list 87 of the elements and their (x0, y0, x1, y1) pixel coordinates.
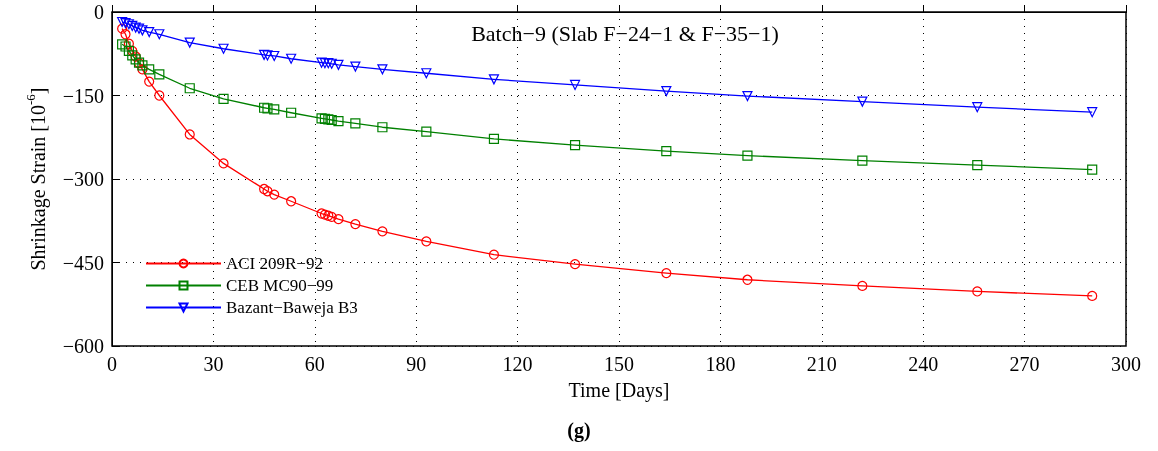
point (154, 29, 165, 40)
point (661, 85, 672, 97)
point (569, 139, 581, 151)
point (661, 146, 672, 157)
point (184, 129, 195, 140)
point (184, 37, 195, 48)
point (286, 107, 297, 118)
point (488, 133, 500, 145)
point (117, 23, 128, 34)
point (269, 104, 280, 115)
point (154, 69, 165, 80)
x-tick-label: 150 (604, 353, 634, 375)
point (1087, 290, 1098, 301)
point (120, 29, 131, 40)
point (319, 113, 331, 124)
point (1087, 107, 1098, 118)
point (333, 213, 344, 225)
y-tick-label: 0 (94, 1, 104, 23)
point (857, 280, 868, 291)
x-tick-label: 210 (806, 353, 837, 375)
point (972, 102, 983, 113)
point (377, 122, 388, 133)
point (316, 113, 327, 124)
point (218, 43, 229, 54)
point (184, 83, 195, 94)
point (333, 116, 344, 127)
x-axis-title: Time [Days] (568, 379, 670, 402)
point (319, 209, 331, 220)
point (269, 50, 280, 62)
point (421, 126, 432, 137)
text: (g) (567, 419, 591, 442)
point (488, 249, 500, 260)
x-tick-label: 270 (1009, 353, 1040, 375)
point (133, 23, 145, 34)
point (269, 189, 280, 200)
point (1087, 164, 1098, 175)
point (144, 76, 155, 87)
chart-title: Batch−9 (Slab F−24−1 & F−35−1) (471, 20, 779, 46)
x-tick-label: 300 (1111, 353, 1141, 375)
point (972, 159, 983, 171)
point (127, 45, 138, 57)
point (286, 53, 297, 64)
legend-label: CEB MC90−99 (226, 276, 334, 295)
point (123, 45, 134, 57)
x-tick-label: 120 (502, 353, 533, 375)
point (333, 59, 344, 70)
y-axis-title: Shrinkage Strain [10-6] (23, 87, 50, 271)
y-tick-label: −450 (62, 251, 104, 274)
point (137, 64, 148, 75)
point (488, 74, 500, 85)
point (319, 58, 331, 69)
y-tick-label: −150 (62, 84, 104, 107)
point (661, 267, 672, 279)
x-tick-label: 30 (203, 353, 224, 375)
point (742, 150, 753, 161)
point (154, 90, 165, 101)
point (137, 60, 148, 71)
point (421, 236, 432, 247)
x-tick-label: 180 (705, 353, 736, 375)
y-tick-label: −300 (62, 168, 104, 190)
point (350, 118, 361, 129)
point (286, 196, 297, 207)
point (569, 259, 581, 270)
point (350, 218, 361, 230)
point (972, 286, 983, 297)
legend-label: Bazant−Baweja B3 (226, 298, 358, 317)
point (218, 93, 229, 104)
point (350, 61, 361, 72)
x-tick-label: 240 (908, 353, 939, 375)
point (421, 68, 432, 79)
point (218, 158, 229, 169)
point (316, 208, 327, 219)
point (742, 274, 753, 285)
x-tick-label: 90 (406, 353, 427, 375)
point (377, 64, 388, 75)
point (857, 96, 868, 107)
point (144, 26, 155, 38)
point (144, 64, 155, 75)
x-tick-label: 60 (304, 353, 325, 375)
point (137, 25, 148, 36)
point (377, 226, 388, 237)
y-tick-label: −600 (62, 335, 104, 357)
point (316, 57, 327, 68)
legend-label: ACI 209R−92 (226, 254, 323, 273)
point (569, 79, 581, 91)
point (742, 90, 753, 102)
point (857, 155, 868, 166)
